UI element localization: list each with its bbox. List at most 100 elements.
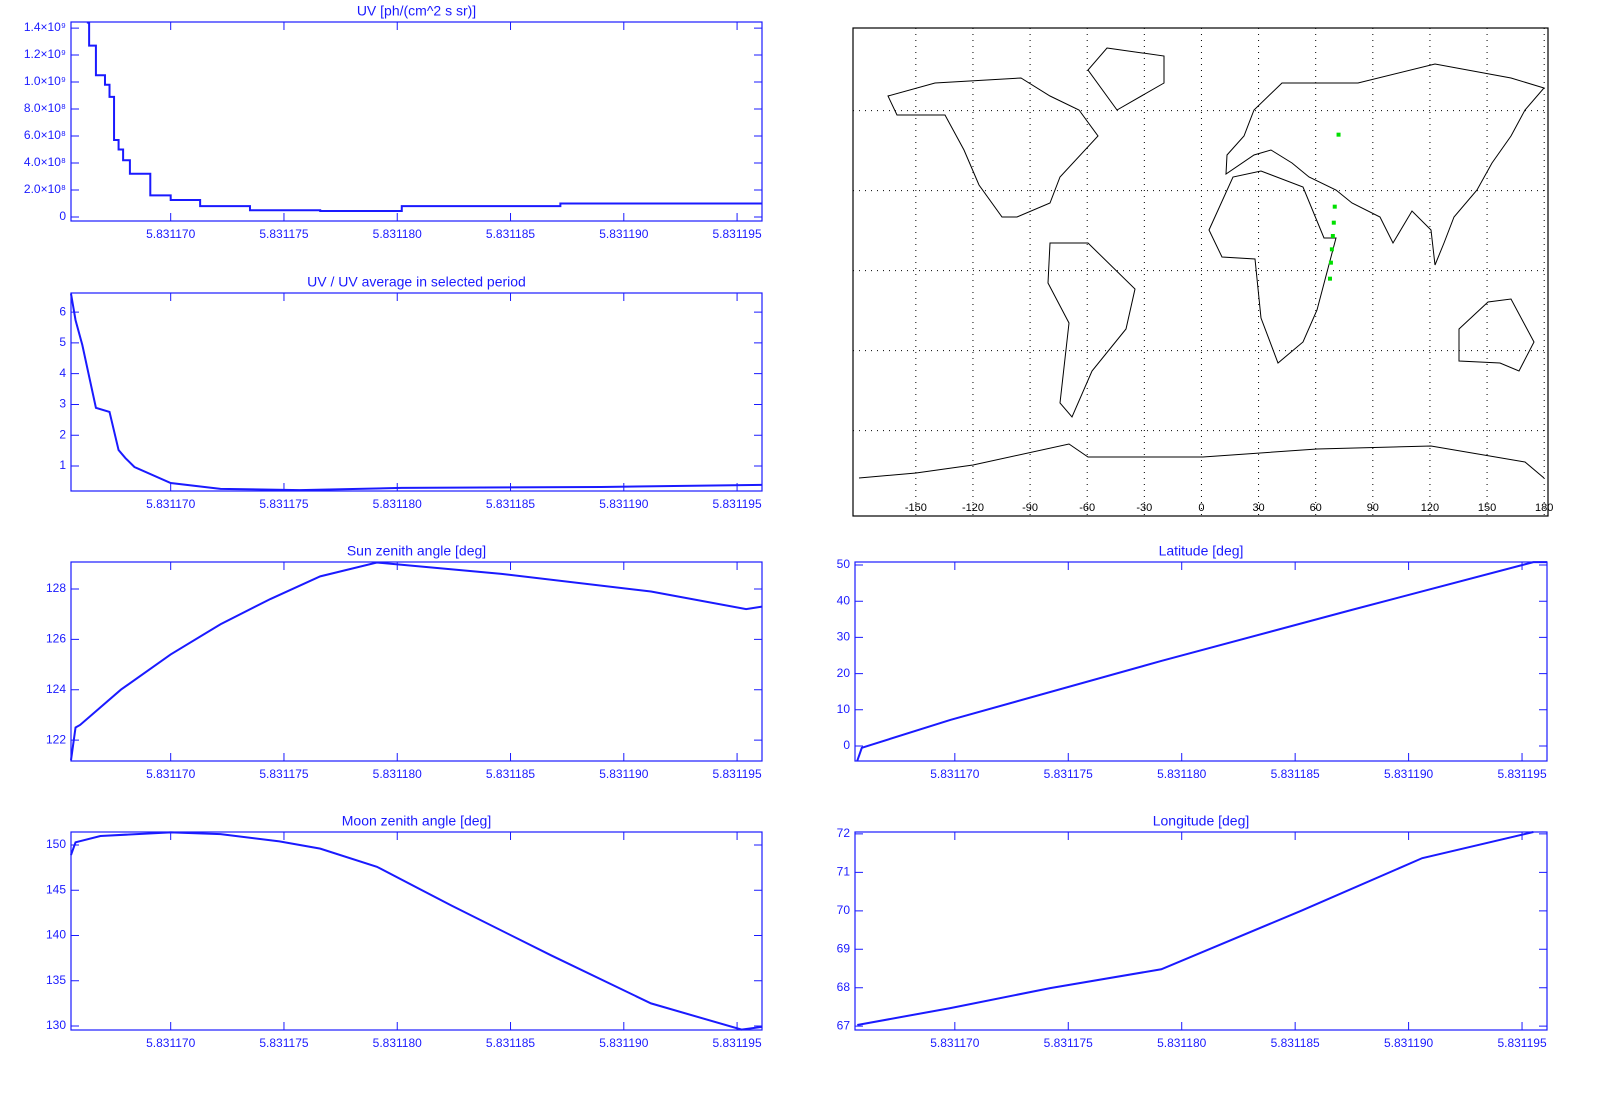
y-tick-label: 3 [59, 397, 66, 411]
x-tick-label: 5.831170 [930, 1036, 979, 1050]
y-tick-label: 8.0×10⁸ [24, 101, 66, 115]
y-tick-label: 1.4×10⁹ [24, 20, 66, 34]
x-tick-label: 5.831170 [146, 497, 195, 511]
x-tick-label: 150 [1478, 502, 1496, 514]
y-tick-label: 1 [59, 458, 66, 472]
x-tick-label: 5.831190 [1384, 1036, 1433, 1050]
x-tick-label: 5.831175 [259, 227, 308, 241]
x-tick-label: 180 [1535, 502, 1553, 514]
x-tick-label: 60 [1310, 502, 1322, 514]
x-tick-label: 5.831185 [486, 227, 535, 241]
track-point [1336, 132, 1341, 137]
x-tick-label: -30 [1136, 502, 1152, 514]
map-frame [852, 27, 1549, 517]
x-tick-label: 5.831190 [1384, 767, 1433, 781]
x-tick-label: -60 [1079, 502, 1095, 514]
chart-title: Latitude [deg] [1159, 543, 1244, 559]
x-tick-label: 5.831190 [599, 1036, 648, 1050]
x-tick-label: 30 [1252, 502, 1264, 514]
plot-frame [70, 292, 763, 492]
y-tick-label: 2 [59, 427, 66, 441]
chart-title: UV / UV average in selected period [307, 274, 526, 290]
x-tick-label: 5.831180 [373, 1036, 422, 1050]
plot-frame [854, 561, 1548, 762]
y-tick-label: 140 [46, 928, 66, 942]
y-tick-label: 4.0×10⁸ [24, 155, 66, 169]
x-tick-label: 5.831170 [146, 227, 195, 241]
y-tick-label: 1.2×10⁹ [24, 47, 66, 61]
coast-eurasia [1225, 63, 1545, 266]
x-tick-label: 5.831170 [930, 767, 979, 781]
x-tick-label: -90 [1022, 502, 1038, 514]
coastlines [858, 47, 1545, 479]
y-tick-label: 0 [59, 209, 66, 223]
x-tick-label: 5.831185 [486, 767, 535, 781]
track-point [1329, 247, 1334, 252]
x-tick-label: 5.831180 [1157, 767, 1206, 781]
y-tick-label: 0 [843, 738, 850, 752]
x-tick-label: 5.831170 [146, 1036, 195, 1050]
y-tick-label: 1.0×10⁹ [24, 74, 66, 88]
y-tick-label: 122 [46, 732, 66, 746]
coast-australia [1458, 298, 1535, 372]
x-tick-label: 90 [1367, 502, 1379, 514]
chart-title: Moon zenith angle [deg] [342, 813, 491, 829]
x-tick-label: -150 [905, 502, 927, 514]
coast-north-america [887, 77, 1099, 218]
chart-title: UV [ph/(cm^2 s sr)] [357, 3, 476, 19]
x-tick-label: 5.831175 [1044, 767, 1093, 781]
x-tick-label: 5.831180 [1157, 1036, 1206, 1050]
coast-africa [1208, 170, 1337, 364]
y-tick-label: 6.0×10⁸ [24, 128, 66, 142]
plot-frame [70, 21, 763, 222]
data-line [70, 831, 763, 1031]
x-tick-label: 5.831185 [486, 497, 535, 511]
y-tick-label: 71 [837, 865, 851, 879]
y-tick-label: 67 [837, 1018, 851, 1032]
x-tick-label: 5.831175 [259, 497, 308, 511]
y-tick-label: 50 [837, 557, 851, 571]
x-tick-label: 5.831180 [373, 767, 422, 781]
x-tick-label: 5.831195 [1497, 767, 1546, 781]
data-line [70, 293, 763, 492]
x-tick-label: 5.831180 [373, 497, 422, 511]
x-tick-label: 5.831195 [712, 1036, 761, 1050]
y-tick-label: 2.0×10⁸ [24, 182, 66, 196]
track-point [1328, 260, 1333, 265]
data-line [857, 831, 1534, 1026]
y-tick-label: 68 [837, 980, 851, 994]
coast-greenland [1087, 47, 1165, 111]
y-tick-label: 145 [46, 882, 66, 896]
x-tick-label: 0 [1198, 502, 1204, 514]
x-tick-label: 5.831175 [259, 767, 308, 781]
plot-frame [70, 561, 763, 762]
y-tick-label: 150 [46, 837, 66, 851]
plot-frame [854, 831, 1548, 1031]
x-tick-label: 5.831185 [1271, 767, 1320, 781]
x-tick-label: 5.831190 [599, 497, 648, 511]
x-tick-label: 5.831195 [712, 227, 761, 241]
x-tick-label: 5.831180 [373, 227, 422, 241]
y-tick-label: 30 [837, 630, 851, 644]
y-tick-label: 72 [837, 826, 851, 840]
x-tick-label: 5.831185 [486, 1036, 535, 1050]
y-tick-label: 124 [46, 682, 66, 696]
x-tick-label: 5.831195 [712, 767, 761, 781]
y-tick-label: 128 [46, 581, 66, 595]
y-tick-label: 4 [59, 366, 66, 380]
x-tick-label: 5.831175 [1044, 1036, 1093, 1050]
track-point [1331, 220, 1336, 225]
x-tick-label: 5.831175 [259, 1036, 308, 1050]
track-point [1327, 276, 1332, 281]
track-point [1330, 234, 1335, 238]
x-tick-label: 120 [1421, 502, 1439, 514]
x-tick-label: 5.831190 [599, 227, 648, 241]
y-tick-label: 135 [46, 973, 66, 987]
coast-south-america [1047, 242, 1136, 418]
chart-title: Longitude [deg] [1153, 813, 1250, 829]
track-point [1332, 204, 1337, 209]
x-tick-label: 5.831190 [599, 767, 648, 781]
y-tick-label: 5 [59, 335, 66, 349]
y-tick-label: 6 [59, 304, 66, 318]
